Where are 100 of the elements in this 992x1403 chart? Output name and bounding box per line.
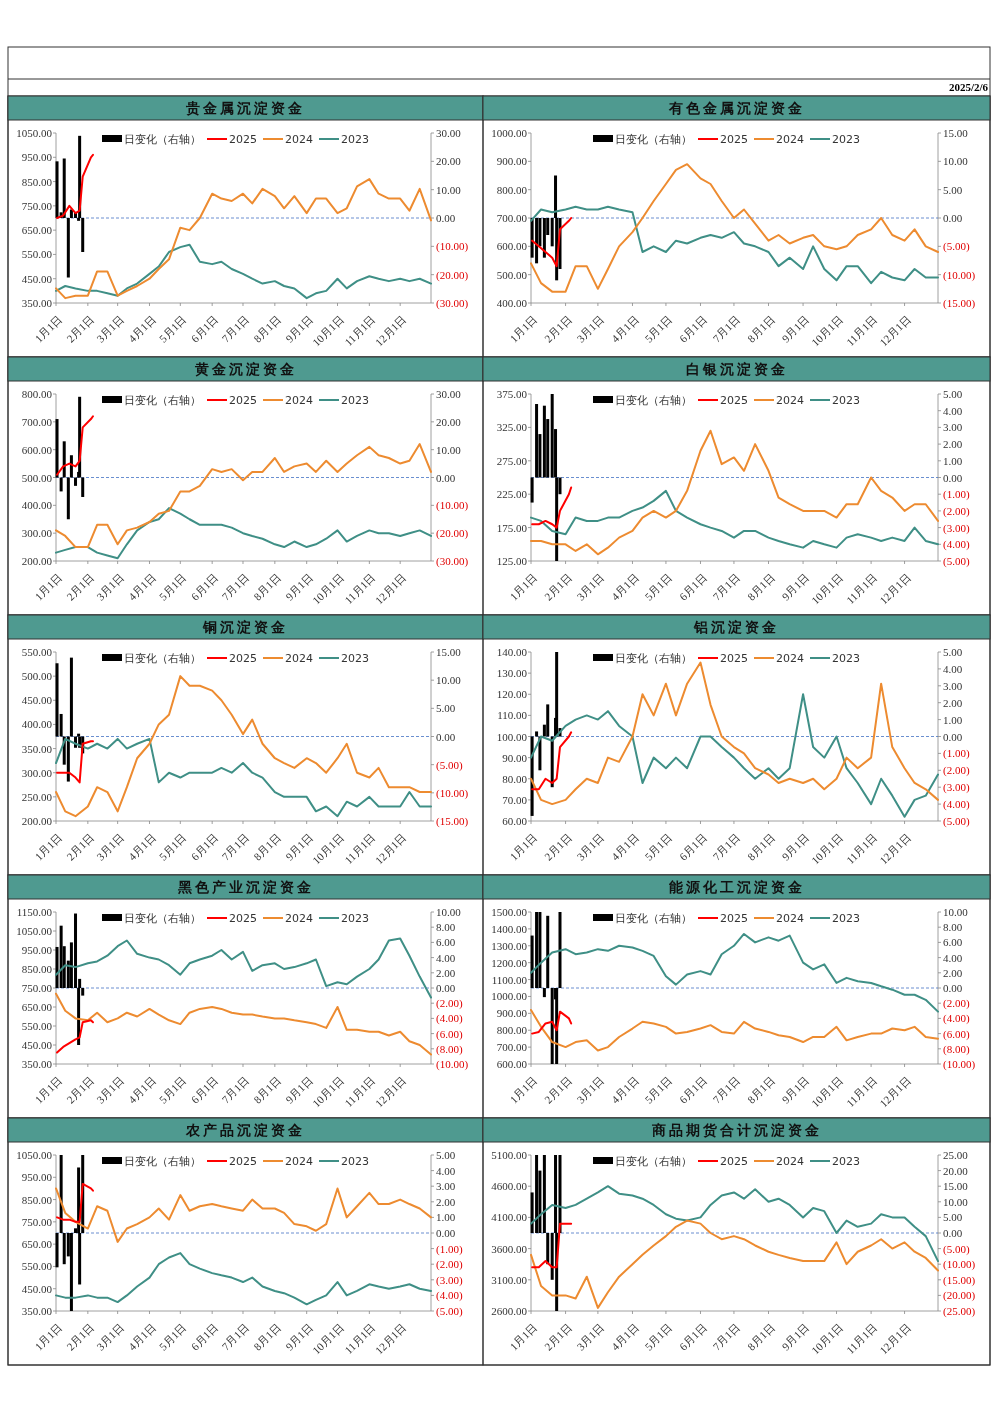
y-tick-label: 120.00	[496, 688, 528, 701]
x-tick-label: 4月1日	[125, 1073, 158, 1106]
y2-tick-label: 0.00	[436, 982, 456, 994]
y-tick-label: 400.00	[21, 718, 53, 731]
y2-tick-label: (2.00)	[436, 997, 463, 1011]
x-tick-label: 4月1日	[608, 1073, 641, 1106]
y-tick-label: 550.00	[21, 1260, 53, 1273]
x-tick-label: 12月1日	[877, 312, 913, 349]
x-tick-label: 10月1日	[809, 312, 845, 349]
y2-tick-label: (20.00)	[943, 1289, 976, 1303]
y2-tick-label: (4.00)	[943, 538, 970, 552]
y-tick-label: 175.00	[496, 521, 528, 534]
legend-label: 2023	[832, 132, 860, 146]
x-tick-label: 4月1日	[125, 312, 158, 345]
legend-label: 日变化（右轴）	[124, 1154, 201, 1168]
x-tick-label: 2月1日	[541, 312, 574, 345]
y2-tick-label: 5.00	[943, 183, 963, 196]
y2-tick-label: (10.00)	[943, 268, 976, 282]
y2-tick-label: (30.00)	[436, 297, 469, 310]
y2-tick-label: 3.00	[436, 1180, 456, 1193]
y-tick-label: 450.00	[21, 272, 53, 285]
y2-tick-label: 3.00	[943, 679, 963, 692]
x-tick-label: 9月1日	[283, 830, 315, 863]
y-tick-label: 375.00	[496, 388, 528, 400]
y2-tick-label: (3.00)	[436, 1273, 463, 1287]
y2-tick-label: 8.00	[943, 921, 963, 934]
y2-tick-label: 10.00	[943, 1195, 969, 1208]
x-tick-label: 3月1日	[574, 1320, 607, 1353]
x-tick-label: 4月1日	[125, 570, 158, 603]
y-tick-label: 600.00	[496, 240, 528, 253]
legend-label: 日变化（右轴）	[124, 911, 201, 925]
y2-tick-label: (5.00)	[436, 1305, 463, 1318]
x-tick-label: 2月1日	[64, 1320, 97, 1353]
y-tick-label: 750.00	[21, 982, 53, 994]
y2-tick-label: 15.00	[943, 127, 969, 139]
y-tick-label: 3600.00	[491, 1242, 528, 1255]
x-tick-label: 7月1日	[219, 1073, 252, 1106]
y2-tick-label: 10.00	[436, 183, 462, 196]
x-tick-label: 5月1日	[642, 1320, 675, 1353]
legend-label: 2025	[229, 911, 257, 925]
y2-tick-label: 5.00	[943, 388, 963, 400]
x-tick-label: 11月1日	[843, 1320, 880, 1357]
chart-title: 铜沉淀资金	[202, 619, 288, 635]
y-tick-label: 70.00	[502, 793, 528, 806]
y-tick-label: 250.00	[21, 790, 53, 803]
y2-tick-label: (4.00)	[436, 1012, 463, 1026]
legend-label: 2025	[229, 651, 257, 665]
y-tick-label: 300.00	[21, 527, 53, 540]
y2-tick-label: (1.00)	[943, 747, 970, 761]
legend-label: 日变化（右轴）	[124, 393, 201, 407]
y-tick-label: 550.00	[21, 248, 53, 261]
y2-tick-label: (20.00)	[436, 527, 469, 541]
x-tick-label: 8月1日	[251, 1320, 284, 1353]
legend-label: 2023	[832, 1154, 860, 1168]
x-tick-label: 4月1日	[608, 312, 641, 345]
legend-label: 2025	[720, 911, 748, 925]
y-tick-label: 600.00	[496, 1058, 528, 1070]
y-tick-label: 850.00	[21, 175, 53, 188]
y-tick-label: 2600.00	[491, 1305, 528, 1317]
x-tick-label: 7月1日	[710, 1320, 743, 1353]
y-tick-label: 450.00	[21, 694, 53, 707]
x-tick-label: 3月1日	[574, 570, 607, 603]
x-tick-label: 9月1日	[283, 312, 315, 345]
legend-label: 2025	[720, 132, 748, 146]
x-tick-label: 6月1日	[188, 312, 221, 345]
y-tick-label: 300.00	[21, 766, 53, 779]
y-tick-label: 500.00	[21, 471, 53, 484]
legend-label: 2025	[229, 132, 257, 146]
y-tick-label: 800.00	[21, 388, 53, 400]
y2-tick-label: (10.00)	[436, 1058, 469, 1071]
x-tick-label: 5月1日	[642, 1073, 675, 1106]
x-tick-label: 3月1日	[574, 312, 607, 345]
y-tick-label: 650.00	[21, 224, 53, 237]
x-tick-label: 2月1日	[541, 1073, 574, 1106]
x-tick-label: 5月1日	[642, 830, 675, 863]
y-tick-label: 1150.00	[16, 906, 53, 918]
y-tick-label: 600.00	[21, 443, 53, 456]
y-tick-label: 950.00	[21, 944, 53, 956]
x-tick-label: 2月1日	[541, 830, 574, 863]
x-tick-label: 7月1日	[710, 1073, 743, 1106]
y2-tick-label: (1.00)	[436, 1242, 463, 1256]
y2-tick-label: 15.00	[943, 1180, 969, 1193]
x-tick-label: 7月1日	[219, 570, 252, 603]
y-tick-label: 130.00	[496, 667, 528, 680]
x-tick-label: 2月1日	[541, 1320, 574, 1353]
y-tick-label: 450.00	[21, 1039, 53, 1051]
x-tick-label: 7月1日	[219, 830, 252, 863]
x-tick-label: 10月1日	[809, 1073, 845, 1110]
x-tick-label: 2月1日	[64, 312, 97, 345]
y2-tick-label: (5.00)	[436, 758, 463, 772]
x-tick-label: 6月1日	[188, 830, 221, 863]
legend-label: 日变化（右轴）	[615, 911, 692, 925]
x-tick-label: 9月1日	[283, 1320, 315, 1353]
y-tick-label: 125.00	[496, 555, 528, 567]
y-tick-label: 700.00	[496, 212, 528, 224]
y2-tick-label: (5.00)	[943, 815, 970, 828]
x-tick-label: 6月1日	[188, 570, 221, 603]
y2-tick-label: (4.00)	[943, 798, 970, 812]
y-tick-label: 650.00	[21, 1238, 53, 1251]
y2-tick-label: 4.00	[436, 951, 456, 964]
